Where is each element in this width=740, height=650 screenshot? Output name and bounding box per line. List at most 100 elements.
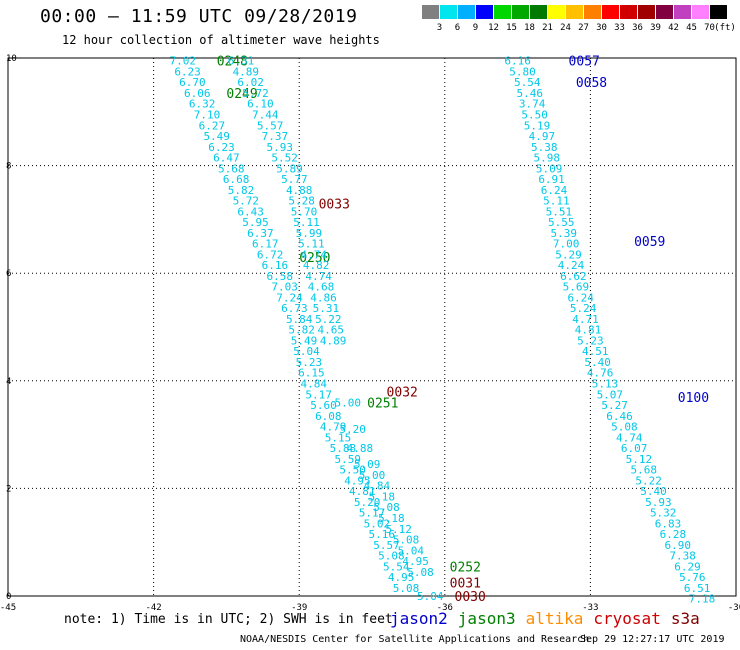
satellite-cryosat: cryosat bbox=[593, 609, 661, 628]
legend-label: 3 bbox=[436, 23, 443, 33]
legend-swatch bbox=[548, 5, 565, 19]
wave-height-value: 5.15 bbox=[325, 431, 352, 444]
wave-height-value: 5.76 bbox=[679, 571, 706, 584]
satellite-legend: jason2 jason3 altika cryosat s3a bbox=[390, 609, 710, 628]
pass-time-label: 0032 bbox=[387, 386, 418, 401]
wave-height-value: 5.00 bbox=[359, 469, 386, 482]
wave-height-value: 4.65 bbox=[317, 324, 344, 337]
wave-height-value: 4.88 bbox=[347, 442, 374, 455]
wave-height-value: 6.23 bbox=[208, 141, 235, 154]
wave-height-value: 4.95 bbox=[388, 571, 415, 584]
wave-height-value: 5.08 bbox=[611, 421, 638, 434]
wave-height-value: 5.70 bbox=[291, 205, 318, 218]
wave-height-value: 5.23 bbox=[577, 334, 604, 347]
wave-height-value: 4.95 bbox=[344, 474, 371, 487]
wave-height-value: 4.76 bbox=[587, 367, 614, 380]
lon-tick-label: -33 bbox=[582, 603, 598, 613]
wave-height-value: 7.00 bbox=[553, 238, 580, 251]
lon-tick-label: -30 bbox=[728, 603, 740, 613]
legend-swatch bbox=[674, 5, 691, 19]
wave-height-value: 6.83 bbox=[655, 517, 682, 530]
legend-swatch bbox=[566, 5, 583, 19]
wave-height-value: 6.68 bbox=[223, 173, 250, 186]
wave-height-value: 5.55 bbox=[548, 216, 575, 229]
pass-time-label: 0248 bbox=[217, 55, 248, 70]
wave-height-value: 5.11 bbox=[298, 238, 325, 251]
legend-label: 42 bbox=[668, 23, 679, 33]
wave-height-value: 6.02 bbox=[237, 76, 264, 89]
satellite-altika: altika bbox=[525, 609, 584, 628]
legend-label: 36 bbox=[632, 23, 643, 33]
wave-height-value: 5.80 bbox=[509, 65, 536, 78]
wave-height-value: 5.57 bbox=[257, 119, 284, 132]
wave-height-value: 5.12 bbox=[626, 453, 653, 466]
wave-height-value: 5.11 bbox=[543, 195, 570, 208]
legend-label: 21 bbox=[542, 23, 553, 33]
legend-label: 39 bbox=[650, 23, 661, 33]
wave-height-value: 5.19 bbox=[524, 119, 551, 132]
wave-height-value: 4.51 bbox=[582, 345, 609, 358]
lon-tick-label: -36 bbox=[437, 603, 453, 613]
wave-height-value: 7.03 bbox=[271, 281, 298, 294]
wave-height-value: 6.51 bbox=[684, 582, 711, 595]
legend-swatch bbox=[458, 5, 475, 19]
wave-height-value: 5.08 bbox=[378, 550, 405, 563]
legend-label: 45 bbox=[686, 23, 697, 33]
wave-height-value: 5.24 bbox=[570, 302, 597, 315]
wave-height-value: 6.15 bbox=[298, 367, 325, 380]
wave-height-value: 7.24 bbox=[276, 291, 303, 304]
page-title: 00:00 – 11:59 UTC 09/28/2019 bbox=[40, 6, 358, 27]
lat-tick-label: 0 bbox=[6, 592, 11, 602]
wave-height-value: 5.93 bbox=[267, 141, 294, 154]
legend-swatch bbox=[584, 5, 601, 19]
wave-height-value: 5.72 bbox=[233, 195, 260, 208]
wave-height-value: 6.16 bbox=[504, 55, 531, 68]
wave-height-value: 6.70 bbox=[179, 76, 206, 89]
wave-height-value: 4.82 bbox=[303, 259, 330, 272]
wave-height-value: 5.07 bbox=[597, 388, 624, 401]
wave-height-value: 6.24 bbox=[541, 184, 568, 197]
wave-height-value: 5.77 bbox=[281, 173, 308, 186]
wave-height-value: 5.88 bbox=[330, 442, 357, 455]
wave-height-value: 5.82 bbox=[288, 324, 315, 337]
wave-height-value: 6.16 bbox=[262, 259, 289, 272]
wave-height-value: 5.02 bbox=[364, 517, 391, 530]
pass-time-label: 0250 bbox=[299, 251, 330, 266]
wave-height-value: 5.04 bbox=[417, 590, 444, 603]
pass-time-label: 0030 bbox=[455, 590, 486, 605]
wave-height-value: 4.74 bbox=[301, 248, 328, 261]
satellite-jason2: jason2 bbox=[390, 609, 448, 628]
wave-height-value: 6.31 bbox=[228, 55, 255, 68]
wave-height-value: 4.86 bbox=[310, 291, 337, 304]
wave-height-value: 5.08 bbox=[393, 534, 420, 547]
wave-height-value: 5.54 bbox=[514, 76, 541, 89]
wave-height-value: 4.74 bbox=[616, 431, 643, 444]
wave-height-value: 5.08 bbox=[373, 501, 400, 514]
wave-height-value: 5.13 bbox=[592, 377, 619, 390]
wave-height-value: 7.37 bbox=[262, 130, 289, 143]
pass-time-label: 0033 bbox=[319, 197, 350, 212]
wave-height-value: 5.99 bbox=[296, 227, 323, 240]
lon-tick-label: -45 bbox=[0, 603, 16, 613]
wave-height-value: 4.81 bbox=[575, 324, 602, 337]
wave-height-value: 4.71 bbox=[572, 313, 599, 326]
wave-height-value: 7.44 bbox=[252, 108, 279, 121]
wave-height-value: 4.84 bbox=[301, 377, 328, 390]
wave-height-value: 4.95 bbox=[402, 555, 429, 568]
lon-tick-label: -39 bbox=[291, 603, 307, 613]
wave-height-value: 6.29 bbox=[674, 560, 701, 573]
wave-height-value: 5.50 bbox=[521, 108, 548, 121]
wave-height-value: 5.20 bbox=[354, 496, 381, 509]
wave-height-value: 6.72 bbox=[257, 248, 284, 261]
wave-height-value: 5.89 bbox=[276, 162, 303, 175]
wave-height-value: 5.08 bbox=[393, 582, 420, 595]
legend-label: 12 bbox=[488, 23, 499, 33]
wave-height-value: 6.62 bbox=[560, 270, 587, 283]
legend-unit: (ft) bbox=[714, 23, 736, 33]
pass-time-label: 0252 bbox=[450, 560, 481, 575]
wave-height-value: 4.89 bbox=[233, 65, 260, 78]
pass-time-label: 0031 bbox=[450, 577, 481, 592]
wave-height-value: 5.00 bbox=[334, 396, 361, 409]
wave-height-value: 5.32 bbox=[650, 507, 677, 520]
legend-swatch bbox=[656, 5, 673, 19]
